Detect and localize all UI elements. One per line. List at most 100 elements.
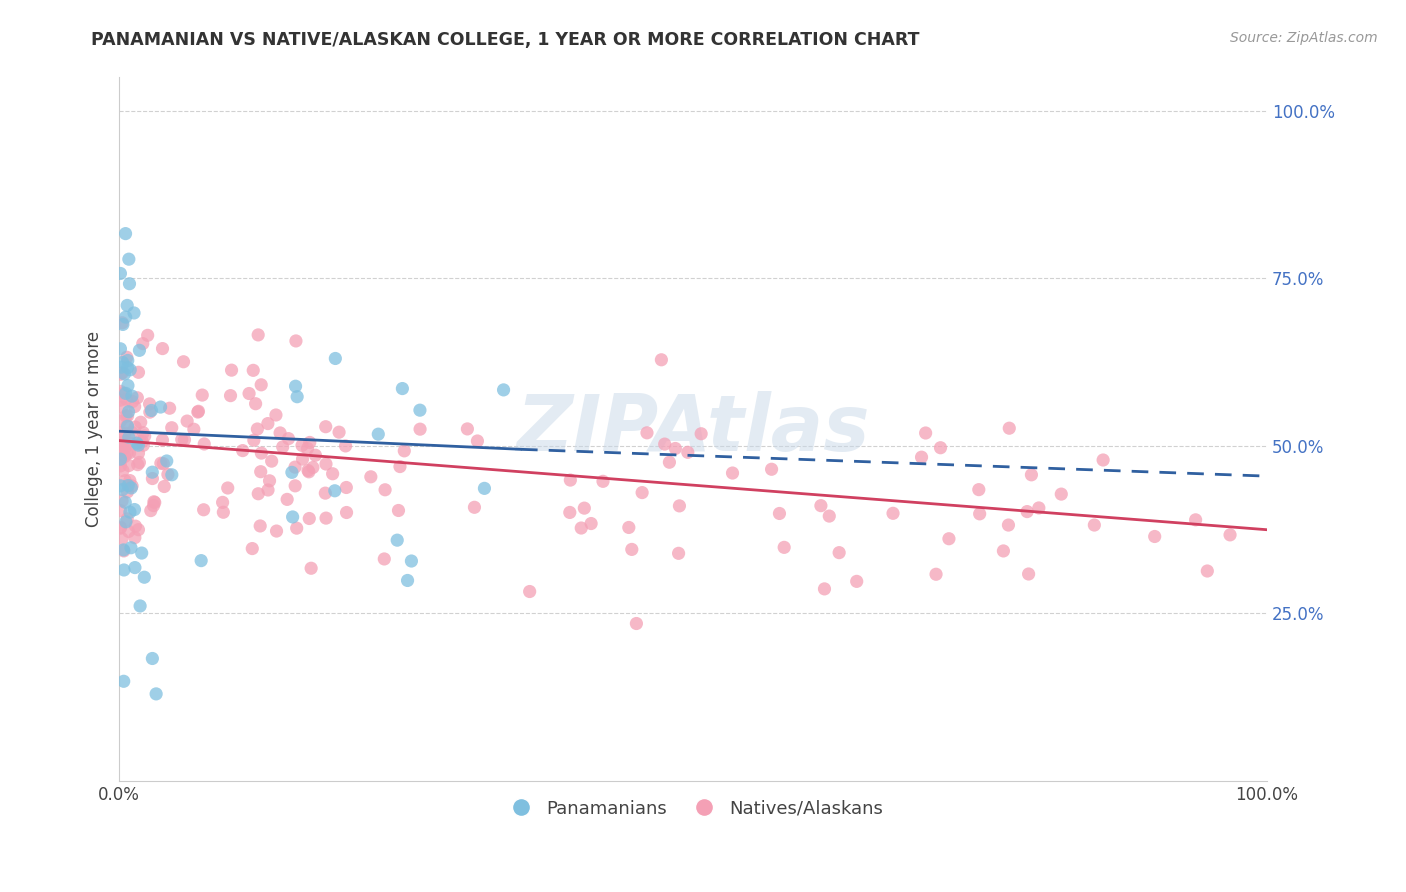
Point	[117, 360, 139, 375]
Point	[127, 523, 149, 537]
Point	[1050, 487, 1073, 501]
Point	[325, 351, 347, 366]
Point	[114, 434, 136, 449]
Point	[285, 521, 308, 535]
Point	[127, 458, 149, 472]
Point	[335, 506, 357, 520]
Point	[183, 422, 205, 436]
Point	[245, 397, 267, 411]
Point	[138, 397, 160, 411]
Point	[156, 454, 179, 468]
Point	[117, 524, 139, 539]
Point	[299, 561, 322, 575]
Point	[242, 363, 264, 377]
Point	[187, 404, 209, 418]
Point	[264, 408, 287, 422]
Point	[281, 510, 304, 524]
Point	[409, 422, 432, 436]
Point	[250, 446, 273, 460]
Point	[143, 495, 166, 509]
Point	[110, 442, 132, 457]
Point	[124, 502, 146, 516]
Point	[247, 487, 270, 501]
Point	[149, 400, 172, 414]
Point	[127, 391, 149, 405]
Point	[579, 516, 602, 531]
Point	[221, 363, 243, 377]
Point	[114, 474, 136, 488]
Point	[118, 505, 141, 519]
Point	[298, 511, 321, 525]
Point	[124, 519, 146, 533]
Point	[114, 450, 136, 464]
Point	[997, 518, 1019, 533]
Point	[141, 465, 163, 479]
Point	[114, 495, 136, 509]
Point	[761, 462, 783, 476]
Point	[110, 443, 132, 458]
Point	[111, 483, 134, 497]
Point	[118, 430, 141, 444]
Point	[257, 483, 280, 497]
Point	[110, 360, 132, 375]
Point	[238, 386, 260, 401]
Point	[298, 435, 321, 450]
Point	[111, 532, 134, 546]
Point	[139, 503, 162, 517]
Point	[845, 574, 868, 589]
Point	[394, 443, 416, 458]
Point	[152, 457, 174, 471]
Point	[112, 434, 135, 449]
Point	[668, 546, 690, 560]
Point	[249, 519, 271, 533]
Point	[658, 455, 681, 469]
Point	[281, 466, 304, 480]
Point	[152, 433, 174, 447]
Point	[131, 546, 153, 560]
Point	[160, 467, 183, 482]
Point	[114, 426, 136, 441]
Point	[121, 389, 143, 403]
Point	[910, 450, 932, 465]
Point	[938, 532, 960, 546]
Point	[159, 401, 181, 416]
Point	[314, 486, 336, 500]
Point	[269, 425, 291, 440]
Point	[110, 414, 132, 428]
Point	[373, 552, 395, 566]
Point	[117, 405, 139, 419]
Point	[217, 481, 239, 495]
Point	[664, 442, 686, 456]
Point	[120, 481, 142, 495]
Point	[212, 505, 235, 519]
Point	[654, 437, 676, 451]
Point	[156, 467, 179, 482]
Point	[276, 492, 298, 507]
Point	[768, 507, 790, 521]
Point	[112, 674, 135, 689]
Point	[111, 494, 134, 508]
Point	[121, 479, 143, 493]
Point	[160, 421, 183, 435]
Point	[1197, 564, 1219, 578]
Point	[1017, 505, 1039, 519]
Point	[176, 414, 198, 428]
Point	[139, 405, 162, 419]
Point	[810, 499, 832, 513]
Point	[110, 503, 132, 517]
Point	[114, 367, 136, 381]
Point	[193, 502, 215, 516]
Point	[118, 277, 141, 291]
Point	[773, 541, 796, 555]
Point	[112, 542, 135, 557]
Point	[112, 544, 135, 558]
Point	[249, 465, 271, 479]
Point	[232, 443, 254, 458]
Point	[114, 227, 136, 241]
Point	[297, 442, 319, 456]
Point	[1092, 453, 1115, 467]
Point	[131, 434, 153, 449]
Point	[112, 386, 135, 401]
Point	[110, 452, 132, 467]
Point	[246, 422, 269, 436]
